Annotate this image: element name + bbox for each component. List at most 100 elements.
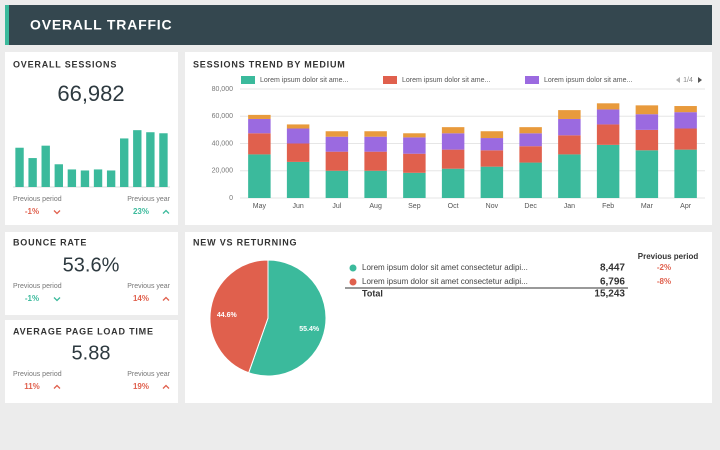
bar-segment [480, 150, 504, 167]
y-tick-label: 80,000 [212, 86, 234, 93]
comparison-label: Previous year [127, 283, 170, 290]
bar-segment [248, 118, 271, 134]
comparison-label: Previous year [127, 371, 170, 378]
x-tick-label: May [253, 203, 267, 210]
panel-title: NEW VS RETURNING [193, 237, 297, 247]
panel-title: BOUNCE RATE [13, 237, 87, 247]
bar [120, 138, 129, 187]
bar-segment [364, 131, 387, 137]
comparison-label: Previous year [127, 196, 170, 203]
comparison-change: 23% [133, 207, 149, 216]
bar-segment [441, 133, 465, 150]
chevron [53, 297, 61, 302]
legend-dot [349, 264, 357, 272]
legend-dot [349, 278, 357, 286]
x-tick-label: Oct [448, 203, 459, 210]
bar-segment [248, 133, 271, 155]
bar-segment [441, 127, 465, 134]
bar [41, 145, 50, 187]
bar-segment [596, 103, 620, 110]
x-tick-label: Jan [564, 203, 575, 210]
bar-segment [596, 124, 620, 145]
bar-segment [325, 136, 349, 152]
legend-swatch [525, 76, 539, 84]
panel [5, 320, 178, 403]
bar-segment [635, 114, 659, 130]
bar-segment [364, 151, 387, 171]
bar [54, 164, 63, 187]
comparison-change: -1% [25, 207, 39, 216]
bar-segment [286, 128, 310, 144]
total-value: 15,243 [594, 289, 625, 300]
x-tick-label: Apr [680, 203, 692, 210]
bar-segment [480, 131, 504, 139]
comparison-label: Previous period [13, 196, 62, 203]
bar-segment [286, 161, 310, 198]
chevron [53, 210, 61, 215]
bar [80, 170, 90, 187]
row-label: Lorem ipsum dolor sit amet consectetur a… [362, 277, 528, 286]
bar-segment [558, 118, 581, 136]
bar-segment [480, 138, 504, 151]
bar-segment [635, 105, 659, 115]
bar-segment [248, 114, 271, 119]
bar-segment [635, 150, 659, 198]
pager-next[interactable] [698, 77, 702, 83]
bar [159, 133, 168, 187]
chevron [162, 296, 170, 301]
header-bar [5, 5, 712, 45]
row-change: -8% [657, 277, 671, 286]
bar-segment [596, 109, 620, 125]
x-tick-label: Dec [524, 203, 537, 210]
comparison-change: 14% [133, 294, 149, 303]
y-tick-label: 0 [229, 195, 233, 202]
bar-segment [558, 154, 581, 198]
legend-label: Lorem ipsum dolor sit ame... [544, 77, 632, 84]
legend-swatch [241, 76, 255, 84]
x-tick-label: Feb [602, 203, 614, 210]
bar-segment [325, 151, 349, 171]
bar-segment [519, 146, 542, 163]
y-tick-label: 40,000 [212, 140, 234, 147]
x-tick-label: Mar [641, 203, 654, 210]
x-tick-label: Jun [292, 203, 303, 210]
legend-label: Lorem ipsum dolor sit ame... [260, 77, 348, 84]
chevron [162, 384, 170, 389]
bar [93, 169, 103, 187]
kpi-value: 53.6% [63, 254, 120, 276]
bar [67, 169, 77, 187]
pie-label: 44.6% [217, 312, 238, 319]
legend-label: Lorem ipsum dolor sit ame... [402, 77, 490, 84]
panel-title: AVERAGE PAGE LOAD TIME [13, 326, 154, 336]
table-header: Previous period [638, 252, 699, 261]
panel-title: OVERALL SESSIONS [13, 59, 117, 69]
bar [28, 158, 37, 187]
bar-segment [364, 170, 387, 198]
row-label: Lorem ipsum dolor sit amet consectetur a… [362, 263, 528, 272]
pager-prev[interactable] [676, 77, 680, 83]
bar-segment [441, 149, 465, 169]
bar-segment [325, 170, 349, 198]
bar-segment [286, 143, 310, 162]
bar-segment [519, 127, 542, 134]
panel [5, 232, 178, 315]
bar-segment [674, 112, 697, 129]
y-tick-label: 20,000 [212, 168, 234, 175]
bar [133, 130, 142, 187]
kpi-value: 5.88 [72, 342, 111, 364]
bar-segment [364, 136, 387, 152]
bar [15, 147, 24, 187]
bar-segment [248, 154, 271, 198]
header-title: OVERALL TRAFFIC [30, 17, 172, 33]
bar-segment [325, 131, 349, 137]
bar-segment [635, 129, 659, 151]
bar-segment [403, 133, 426, 138]
bar-segment [519, 133, 542, 147]
total-label: Total [362, 288, 383, 298]
bar-segment [674, 128, 697, 150]
bar-segment [403, 153, 426, 173]
bar-segment [519, 162, 542, 198]
kpi-value: 66,982 [57, 81, 124, 106]
panel-title: SESSIONS TREND BY MEDIUM [193, 59, 346, 69]
x-tick-label: Nov [486, 203, 499, 210]
